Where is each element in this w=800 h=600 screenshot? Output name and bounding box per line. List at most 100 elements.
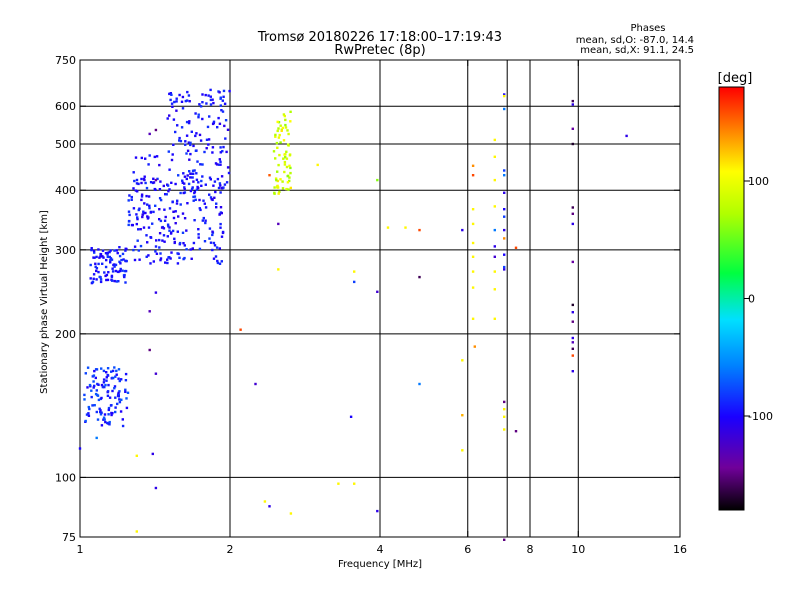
data-point — [571, 127, 574, 130]
data-point — [127, 223, 130, 227]
data-point — [162, 227, 166, 230]
data-point — [106, 253, 109, 256]
data-point — [279, 178, 282, 181]
data-point — [191, 169, 195, 172]
data-point — [106, 278, 110, 282]
data-point — [206, 125, 210, 129]
data-point — [90, 248, 93, 252]
data-point — [186, 90, 189, 94]
data-point — [91, 404, 94, 407]
data-point — [503, 107, 506, 111]
data-point — [285, 150, 288, 153]
data-point — [149, 211, 152, 214]
data-point — [152, 260, 155, 263]
data-point — [164, 193, 167, 196]
data-point — [168, 229, 171, 232]
data-point — [166, 117, 169, 120]
data-point — [207, 138, 211, 141]
data-point — [97, 270, 100, 274]
data-point — [571, 142, 574, 146]
data-point — [107, 408, 110, 412]
data-point — [113, 385, 117, 388]
data-point — [471, 286, 475, 289]
data-point — [172, 216, 176, 220]
data-point — [148, 206, 151, 210]
data-point — [201, 163, 204, 166]
data-point — [162, 184, 165, 188]
data-point — [473, 345, 476, 348]
data-point — [386, 226, 390, 229]
data-point — [159, 252, 162, 255]
data-point — [172, 210, 175, 213]
data-point — [109, 249, 112, 252]
data-point — [286, 129, 289, 132]
data-point — [191, 176, 194, 179]
data-point — [111, 412, 114, 415]
data-point — [493, 270, 496, 273]
data-point — [109, 257, 113, 260]
data-point — [127, 210, 131, 213]
data-point — [125, 406, 129, 410]
data-point — [211, 151, 214, 154]
data-point — [133, 179, 136, 183]
data-point — [493, 155, 496, 158]
data-point — [110, 370, 113, 373]
data-point — [152, 177, 155, 180]
data-point — [135, 222, 138, 226]
data-point — [201, 219, 204, 222]
data-point — [121, 418, 124, 421]
data-point — [168, 168, 171, 171]
data-point — [95, 255, 98, 259]
data-point — [503, 265, 506, 269]
data-point — [170, 251, 173, 254]
data-point — [213, 196, 216, 199]
data-point — [273, 191, 276, 195]
y-tick-label: 750 — [55, 54, 76, 67]
data-point — [217, 163, 221, 166]
y-tick-label: 75 — [62, 531, 76, 544]
data-point — [571, 303, 574, 307]
data-point — [142, 210, 145, 213]
y-axis-label: Stationary phase Virtual Height [km] — [39, 210, 50, 394]
data-point — [192, 172, 195, 175]
data-point — [169, 98, 172, 102]
data-point — [99, 409, 102, 412]
x-tick-label: 10 — [571, 543, 585, 556]
data-point — [471, 241, 475, 245]
data-point — [106, 390, 110, 393]
data-point — [212, 101, 215, 105]
data-point — [180, 126, 184, 129]
data-point — [284, 156, 287, 159]
data-point — [176, 124, 179, 127]
data-point — [503, 237, 506, 240]
data-point — [220, 175, 224, 178]
data-point — [199, 163, 202, 166]
data-point — [186, 174, 189, 177]
data-point — [144, 211, 147, 215]
data-point — [169, 232, 173, 235]
data-point — [208, 176, 212, 179]
data-point — [158, 208, 161, 211]
data-point — [279, 141, 282, 144]
data-point — [195, 178, 199, 181]
data-point — [503, 208, 506, 211]
data-point — [111, 389, 114, 393]
data-point — [493, 245, 496, 248]
data-point — [161, 239, 164, 242]
data-point — [276, 146, 279, 149]
data-point — [136, 239, 139, 242]
data-point — [95, 368, 99, 371]
data-point — [201, 117, 204, 121]
data-point — [111, 376, 114, 380]
data-point — [200, 179, 203, 183]
data-point — [191, 247, 194, 250]
data-point — [92, 386, 95, 389]
data-point — [173, 240, 176, 244]
data-point — [84, 419, 87, 423]
data-point — [205, 138, 209, 141]
data-point — [281, 187, 285, 190]
data-point — [135, 213, 138, 216]
data-point — [145, 186, 149, 190]
data-point — [120, 258, 123, 262]
data-point — [164, 261, 167, 264]
